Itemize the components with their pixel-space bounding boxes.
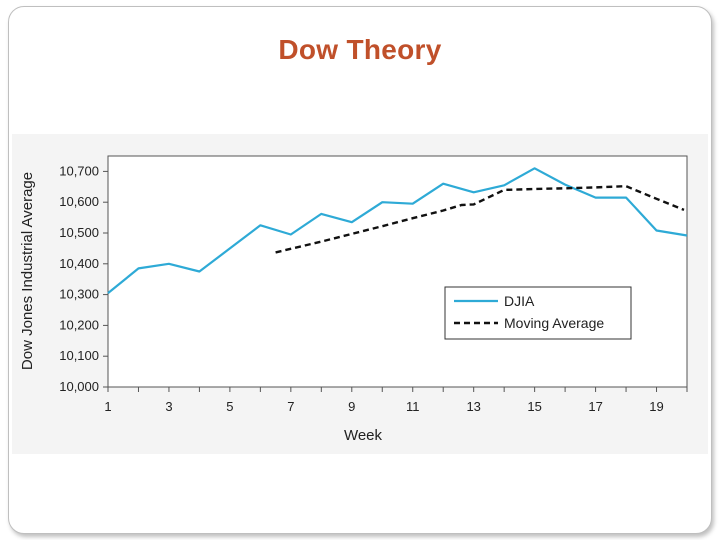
x-tick-label: 1: [104, 399, 111, 414]
legend-label-moving-average: Moving Average: [504, 315, 604, 331]
x-tick-label: 5: [226, 399, 233, 414]
x-tick-label: 17: [588, 399, 602, 414]
y-tick-label: 10,500: [59, 225, 99, 240]
x-tick-label: 7: [287, 399, 294, 414]
y-tick-label: 10,000: [59, 379, 99, 394]
series-line-moving-average: [275, 185, 685, 254]
legend-label-djia: DJIA: [504, 293, 535, 309]
x-tick-label: 3: [165, 399, 172, 414]
y-tick-label: 10,400: [59, 256, 99, 271]
x-tick-label: 15: [527, 399, 541, 414]
chart-panel: 10,000 10,100 10,200 10,300 10,400 10,500 10,6…: [12, 134, 708, 454]
y-tick-label: 10,300: [59, 287, 99, 302]
x-tick-label: 19: [649, 399, 663, 414]
plot-area: [107, 155, 688, 388]
legend: DJIA Moving Average: [444, 286, 632, 340]
x-tick-label: 13: [466, 399, 480, 414]
x-axis-title: Week: [344, 427, 383, 444]
y-axis-title: Dow Jones Industrial Average: [19, 172, 36, 370]
legend-box: [444, 286, 632, 340]
y-tick-label: 10,700: [59, 163, 99, 178]
slide-title: Dow Theory: [278, 34, 442, 65]
series-line-djia: [107, 167, 688, 294]
series-layer: [107, 167, 688, 294]
y-tick-label: 10,100: [59, 348, 99, 363]
y-tick-label: 10,200: [59, 317, 99, 332]
y-axis: 10,000 10,100 10,200 10,300 10,400 10,500 10,6…: [59, 163, 108, 394]
x-tick-label: 9: [348, 399, 355, 414]
x-axis: 1 3 5 7 9 11 13 15 17 19: [104, 387, 688, 414]
line-chart: 10,000 10,100 10,200 10,300 10,400 10,500 10,6…: [19, 155, 688, 444]
x-tick-label: 11: [406, 399, 420, 414]
y-tick-label: 10,600: [59, 194, 99, 209]
